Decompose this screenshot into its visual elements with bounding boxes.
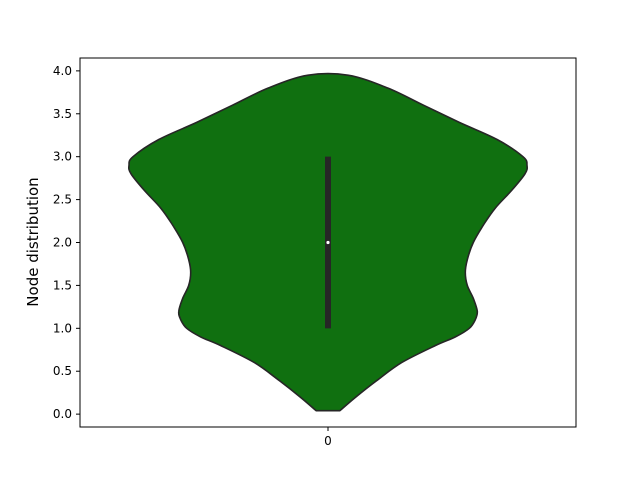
y-tick-label: 0.5 <box>53 364 72 378</box>
y-tick-label: 1.5 <box>53 278 72 292</box>
y-tick-label: 0.0 <box>53 407 72 421</box>
violin-median-point <box>326 240 330 245</box>
y-axis: 0.0 0.5 1.0 1.5 2.0 2.5 3.0 3.5 4.0 <box>53 64 80 421</box>
y-tick-label: 2.5 <box>53 193 72 207</box>
x-axis: 0 <box>324 427 332 448</box>
y-tick-label: 1.0 <box>53 321 72 335</box>
y-tick-label: 2.0 <box>53 236 72 250</box>
x-tick-label: 0 <box>324 434 332 448</box>
y-tick-label: 3.0 <box>53 150 72 164</box>
y-axis-label: Node distribution <box>24 177 42 306</box>
y-tick-label: 3.5 <box>53 107 72 121</box>
y-tick-label: 4.0 <box>53 64 72 78</box>
violin-layer <box>127 72 529 412</box>
